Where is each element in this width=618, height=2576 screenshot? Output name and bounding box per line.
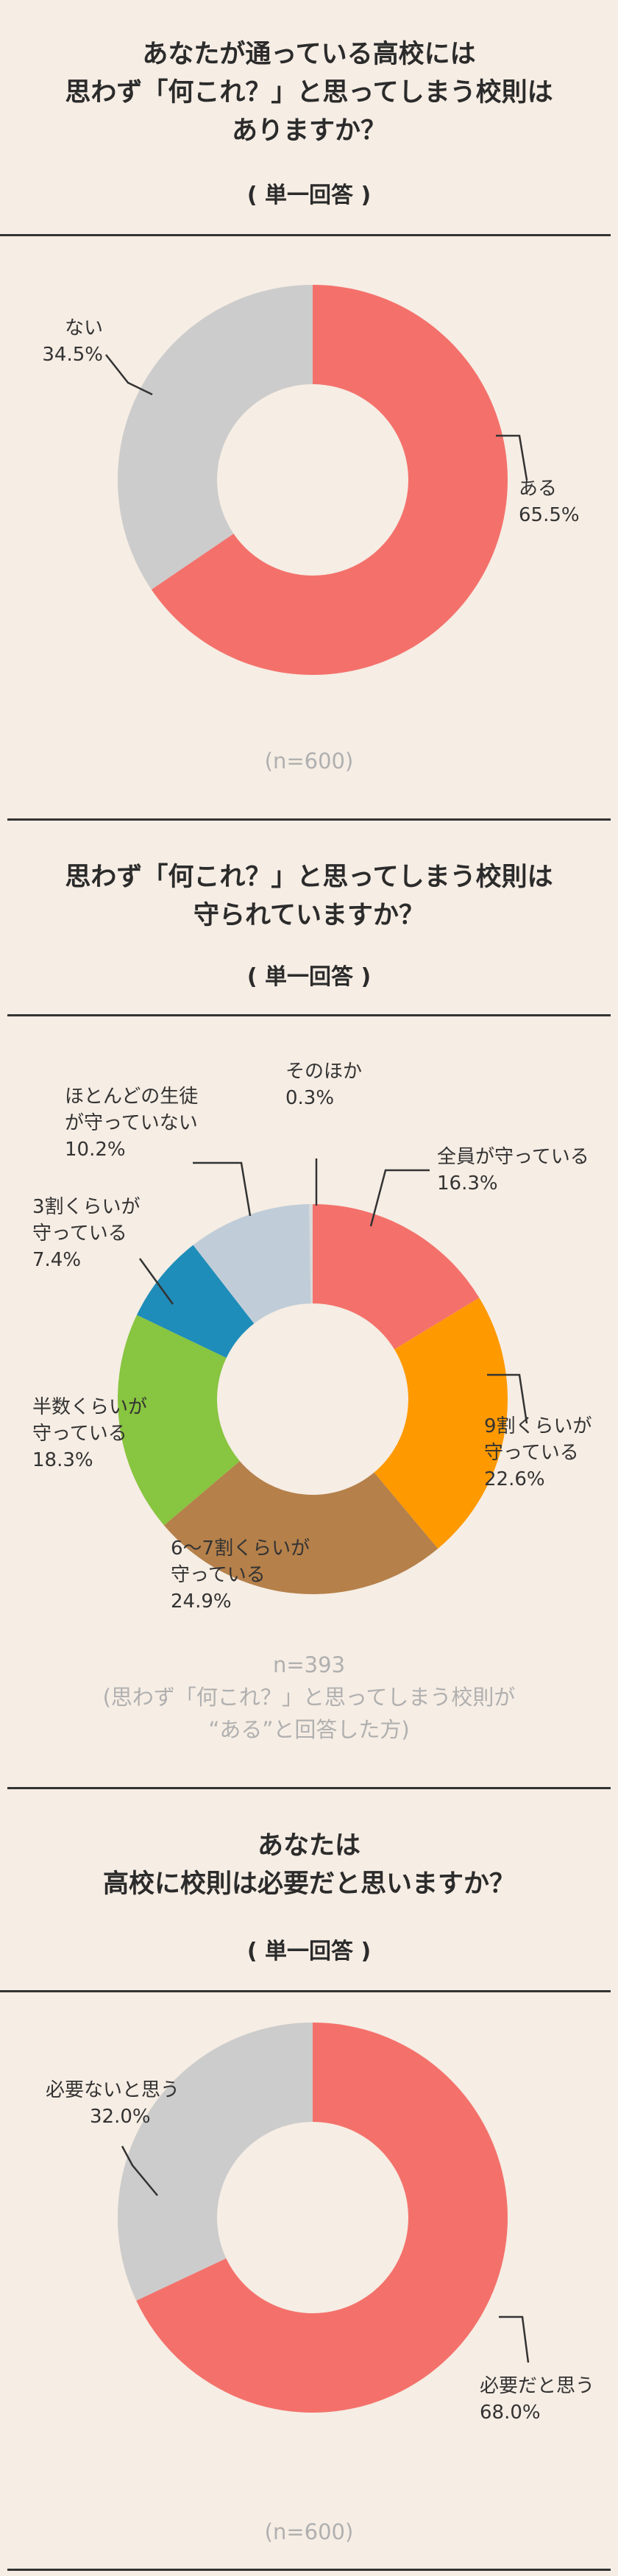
slice-label-value: 18.3% [32,1449,93,1471]
leader-line [193,1161,252,1217]
divider [0,234,611,236]
slice-label-value: 65.5% [519,504,580,526]
slice-label-value: 68.0% [480,2402,541,2424]
leader-line [138,1258,174,1305]
donut-slice [151,285,508,676]
question-3-title-line: 高校に校則は必要だと思いますか？ [102,1869,515,1899]
question-3-answer-type: ( 単一回答 ) [246,1939,372,1964]
question-2-title: 思わず「何これ？」と思ってしまう校則は 守られていますか？ [0,858,618,935]
donut-slice [117,2022,313,2301]
question-1-answer-type: ( 単一回答 ) [246,183,372,208]
sample-size-line: “ある”と回答した方) [208,1717,410,1742]
divider [7,818,611,821]
sample-size-line: n=393 [272,1652,346,1677]
sample-size-2: n=393 (思わず「何これ？」と思ってしまう校則が “ある”と回答した方) [0,1649,618,1746]
sample-size-line: (思わず「何これ？」と思ってしまう校則が [102,1685,516,1710]
sample-size-3: (n=600) [264,2519,354,2544]
slice-label-hardly: ほとんどの生徒 が守っていない 10.2% [65,1083,198,1163]
slice-label-value: 24.9% [171,1590,232,1613]
slice-label-name: そのほか [285,1061,363,1083]
slice-label-half: 半数くらいが 守っている 18.3% [32,1394,147,1473]
slice-label-30pct: 3割くらいが 守っている 7.4% [32,1194,141,1273]
leader-line [496,434,528,481]
slice-label-name: 必要ないと思う [46,2079,180,2101]
slice-label-nai: ない 34.5% [22,315,103,368]
divider [7,2569,611,2571]
slice-label-value: 32.0% [90,2106,151,2128]
slice-label-60-70pct: 6〜7割くらいが 守っている 24.9% [171,1535,310,1615]
question-1-title: あなたが通っている高校には 思わず「何これ？」と思ってしまう校則は ありますか？ [0,35,618,150]
slice-label-name: 9割くらいが [484,1415,592,1437]
leader-line [487,1373,528,1424]
slice-label-value: 10.2% [65,1139,126,1161]
slice-label-unnecessary: 必要ないと思う 32.0% [46,2077,180,2130]
donut-slice [374,1298,508,1549]
slice-label-value: 22.6% [484,1468,545,1490]
divider [0,1990,611,1992]
donut-slice [193,1204,311,1324]
slice-label-name: 守っている [484,1442,579,1464]
slice-label-90pct: 9割くらいが 守っている 22.6% [484,1413,592,1493]
divider [7,1787,611,1789]
donut-chart-2 [118,1158,528,1594]
slice-label-name: 守っている [171,1564,266,1586]
sample-size-1: (n=600) [264,749,354,774]
slice-label-value: 16.3% [437,1172,498,1195]
slice-label-value: 7.4% [32,1249,82,1271]
slice-label-value: 34.5% [42,344,103,366]
donut-slice [136,1245,255,1358]
divider [7,1014,611,1016]
donut-slice [309,1204,313,1304]
donut-chart-1 [105,285,528,676]
slice-label-name: 6〜7割くらいが [171,1538,310,1560]
leader-line [369,1169,430,1227]
slice-label-name: ほとんどの生徒 [65,1086,199,1108]
question-3-title-line: あなたは [257,1831,360,1861]
slice-label-aru: ある 65.5% [519,475,580,528]
slice-label-name: ある [519,478,558,500]
slice-label-necessary: 必要だと思う 68.0% [480,2373,594,2426]
slice-label-name: 3割くらいが [32,1196,141,1218]
question-2-answer-type: ( 単一回答 ) [246,964,372,990]
leader-line [105,354,153,396]
slice-label-name: ない [64,317,103,339]
slice-label-name: 守っている [32,1222,127,1245]
slice-label-name: 全員が守っている [437,1146,589,1168]
leader-line [121,2145,158,2196]
donut-slice [136,2023,508,2413]
slice-label-everyone: 全員が守っている 16.3% [437,1144,589,1197]
slice-label-name: 必要だと思う [480,2375,595,2397]
donut-slice [313,1204,480,1350]
question-1-title-line: 思わず「何これ？」と思ってしまう校則は [65,78,553,107]
slice-label-name: が守っていない [65,1112,198,1134]
leader-line [499,2315,530,2363]
slice-label-value: 0.3% [285,1087,335,1109]
question-2-title-line: 守られていますか？ [193,901,425,930]
question-2-title-line: 思わず「何これ？」と思ってしまう校則は [65,863,553,892]
donut-slice [118,1314,240,1526]
question-1-title-line: あなたが通っている高校には [142,40,476,69]
donut-slice [163,1461,438,1594]
question-1-title-line: ありますか？ [231,116,386,146]
slice-label-name: 半数くらいが [32,1396,148,1418]
slice-label-name: 守っている [32,1423,127,1445]
question-3-title: あなたは 高校に校則は必要だと思いますか？ [0,1827,618,1903]
slice-label-other: そのほか 0.3% [285,1058,362,1111]
donut-slice [118,285,313,590]
